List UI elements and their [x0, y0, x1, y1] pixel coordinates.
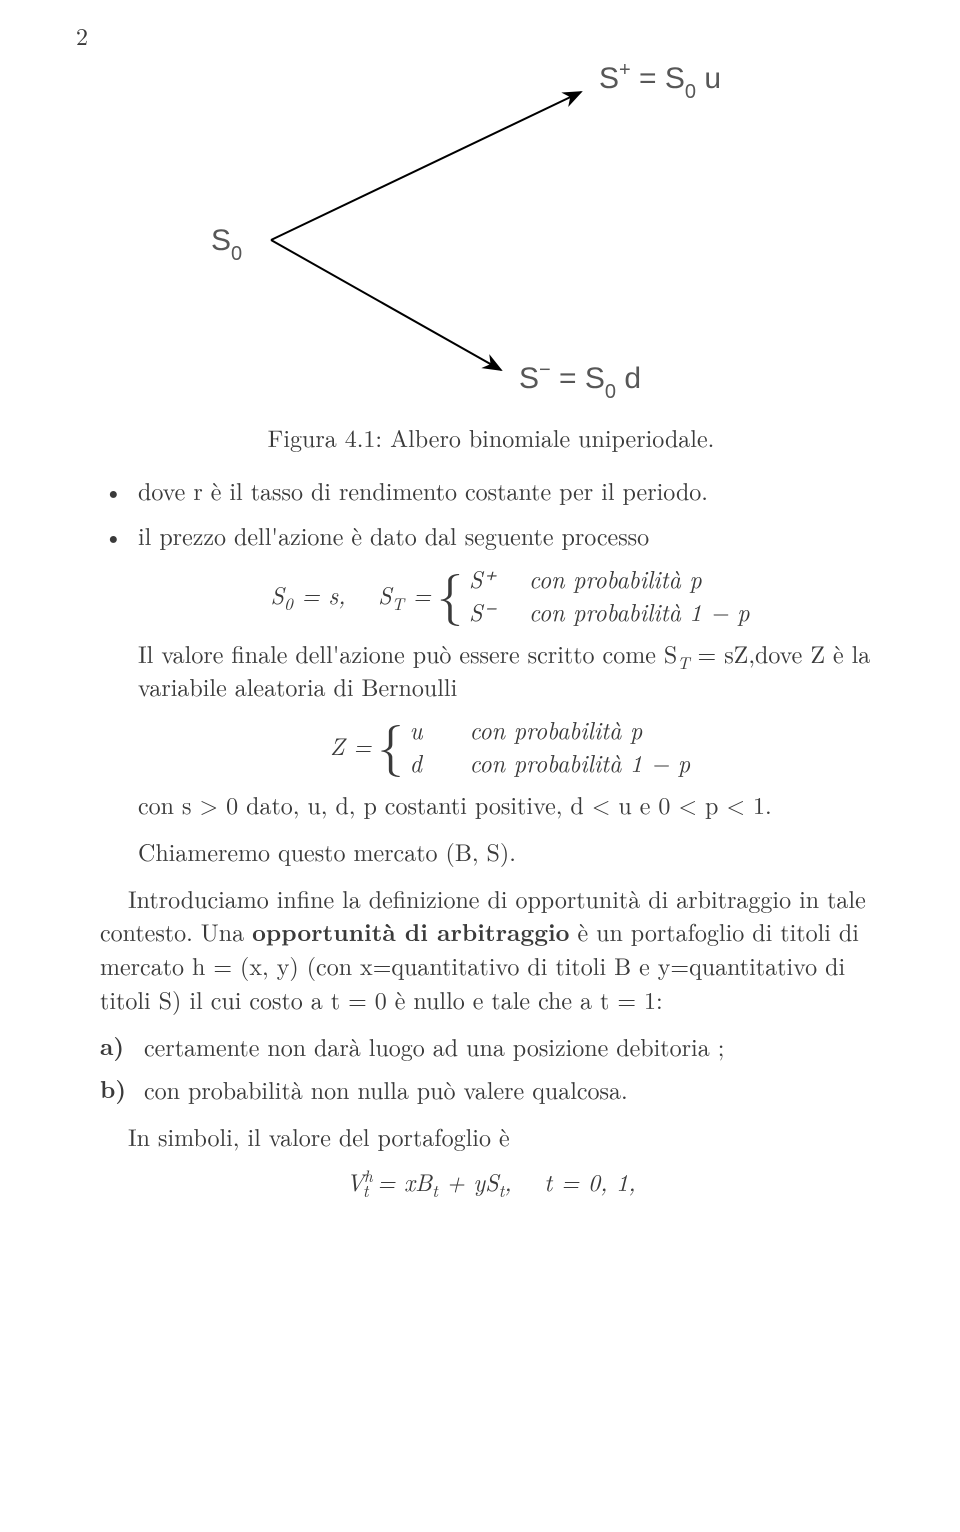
binomial-tree-diagram: S0 S+ = S0 u S− = S0 d [151, 50, 791, 410]
text: Il valore finale dell'azione può essere … [138, 637, 882, 703]
body: • dove r è il tasso di rendimento costan… [100, 474, 882, 1198]
bullet-2-content: il prezzo dell'azione è dato dal seguent… [138, 519, 882, 868]
eq-part: 0 [284, 592, 293, 616]
equation-portfolio-value: Vht = xBt + ySt, t = 0, 1, [100, 1165, 882, 1198]
eq-part: Z = [330, 729, 372, 762]
eq-part: = s, S [293, 577, 392, 611]
case-row: con probabilità 1 − p [529, 595, 750, 627]
eq-part: S [270, 577, 284, 611]
case-row: con probabilità p [470, 713, 643, 745]
tree-svg: S0 S+ = S0 u S− = S0 d [151, 50, 791, 410]
text: il prezzo dell'azione è dato dal seguent… [138, 518, 649, 552]
figure-caption: Figura 4.1: Albero binomiale uniperiodal… [268, 420, 715, 454]
list-conditions: a) certamente non darà luogo ad una posi… [100, 1030, 882, 1106]
page: 2 S0 S+ = S0 u S− = S0 d [0, 0, 960, 1532]
case-row: u [410, 713, 456, 745]
case-row: d [410, 746, 456, 778]
list-text: con probabilità non nulla può valere qua… [144, 1073, 882, 1106]
list-text: certamente non darà luogo ad una posizio… [144, 1030, 882, 1063]
case-row: con probabilità 1 − p [470, 746, 691, 778]
page-number: 2 [76, 18, 88, 52]
bullet-1: • dove r è il tasso di rendimento costan… [100, 474, 882, 507]
case-row: S⁺ [469, 562, 515, 594]
bullet-2: • il prezzo dell'azione è dato dal segue… [100, 519, 882, 868]
text: con s > 0 dato, u, d, p costanti positiv… [138, 788, 882, 821]
case-row: S⁻ [469, 595, 515, 627]
node-down-label: S− = S0 d [519, 359, 641, 403]
bullet-1-text: dove r è il tasso di rendimento costante… [138, 474, 882, 507]
bullet-dot-icon: • [100, 474, 138, 507]
equation-z: Z = { u con probabilità p d con probabil… [138, 713, 882, 778]
paragraph-arbitrage: Introduciamo infine la definizione di op… [100, 882, 882, 1015]
equation-st: S0 = s, ST = { S⁺ con probabilità p S⁻ c… [138, 562, 882, 627]
case-row: con probabilità p [529, 562, 702, 594]
bullet-dot-icon: • [100, 519, 138, 868]
eq-part: = [404, 577, 431, 611]
list-label: a) [100, 1030, 144, 1063]
figure: S0 S+ = S0 u S− = S0 d Figura 4.1: Alber… [100, 50, 882, 454]
text: Chiameremo questo mercato (B, S). [138, 835, 882, 868]
brace-icon: { [378, 717, 404, 775]
list-label: b) [100, 1073, 144, 1106]
closing-text: In simboli, il valore del portafoglio è [100, 1120, 882, 1153]
text: dove r è il tasso di rendimento costante… [138, 473, 708, 507]
node-up-label: S+ = S0 u [599, 59, 721, 103]
bold-term: opportunità di arbitraggio [252, 915, 569, 949]
eq-part: T [392, 592, 404, 616]
list-item-b: b) con probabilità non nulla può valere … [100, 1073, 882, 1106]
list-item-a: a) certamente non darà luogo ad una posi… [100, 1030, 882, 1063]
node-start-label: S0 [211, 224, 242, 265]
brace-icon: { [437, 566, 463, 624]
